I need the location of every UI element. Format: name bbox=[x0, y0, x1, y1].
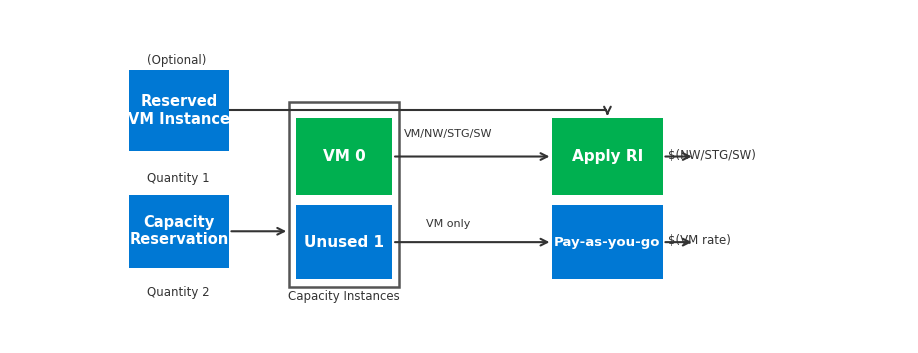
Text: Quantity 2: Quantity 2 bbox=[147, 286, 209, 299]
Text: VM 0: VM 0 bbox=[323, 149, 365, 164]
Text: Pay-as-you-go: Pay-as-you-go bbox=[554, 236, 661, 249]
Text: Apply RI: Apply RI bbox=[572, 149, 643, 164]
Text: Unused 1: Unused 1 bbox=[304, 235, 385, 250]
FancyBboxPatch shape bbox=[553, 119, 663, 195]
Text: Capacity Instances: Capacity Instances bbox=[288, 290, 399, 303]
FancyBboxPatch shape bbox=[297, 119, 392, 195]
Text: $(VM rate): $(VM rate) bbox=[668, 234, 731, 247]
FancyBboxPatch shape bbox=[553, 205, 663, 279]
Text: Reserved
VM Instance: Reserved VM Instance bbox=[128, 94, 230, 126]
Text: VM/NW/STG/SW: VM/NW/STG/SW bbox=[403, 129, 492, 139]
Text: Quantity 1: Quantity 1 bbox=[147, 172, 209, 185]
FancyBboxPatch shape bbox=[129, 195, 229, 268]
Text: Capacity
Reservation: Capacity Reservation bbox=[129, 215, 229, 247]
FancyBboxPatch shape bbox=[129, 70, 229, 151]
FancyBboxPatch shape bbox=[297, 205, 392, 279]
Text: VM only: VM only bbox=[426, 219, 470, 228]
Text: (Optional): (Optional) bbox=[147, 54, 207, 66]
Text: $(NW/STG/SW): $(NW/STG/SW) bbox=[668, 149, 756, 162]
